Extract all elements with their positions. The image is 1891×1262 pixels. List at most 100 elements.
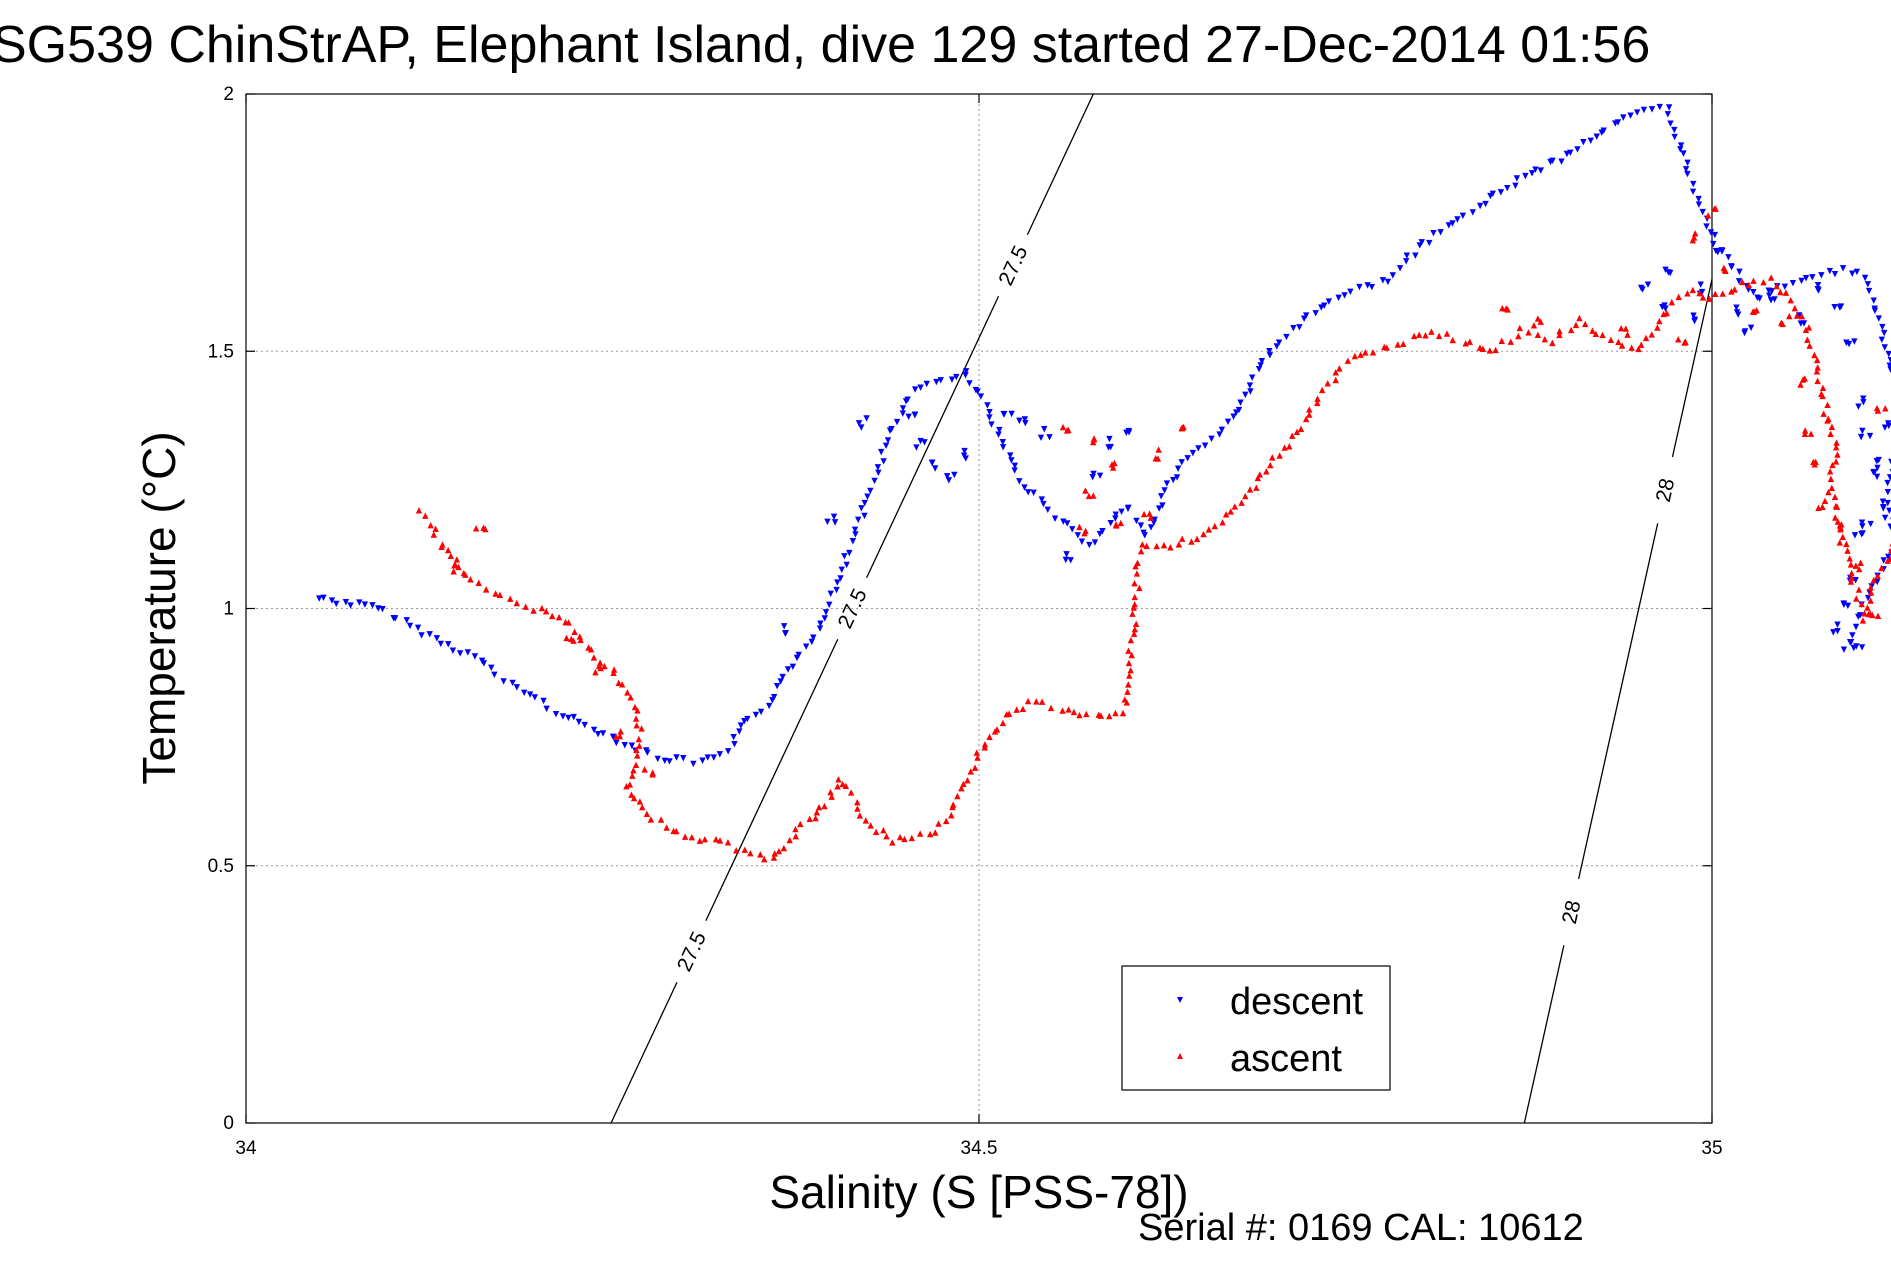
- descent-point-380: [921, 439, 928, 446]
- descent-point-439: [1714, 248, 1722, 256]
- ascent-point-160: [1130, 630, 1138, 637]
- descent-point-238: [1459, 212, 1467, 220]
- descent-point-223: [1379, 277, 1387, 284]
- ascent-point-387: [1140, 510, 1148, 518]
- descent-point-492: [1875, 456, 1882, 464]
- descent-point-464: [1857, 433, 1865, 441]
- ascent-point-397: [1689, 236, 1697, 244]
- descent-point-315: [1839, 265, 1847, 272]
- descent-point-372: [1852, 623, 1860, 631]
- ascent-point-32: [587, 646, 595, 653]
- descent-point-227: [1402, 258, 1410, 265]
- descent-point-203: [1258, 358, 1266, 365]
- ascent-point-362: [617, 728, 624, 735]
- ascent-point-124: [974, 754, 981, 761]
- descent-point-75: [773, 682, 781, 690]
- ascent-point-42: [631, 703, 639, 711]
- descent-point-37: [552, 711, 560, 718]
- ascent-point-155: [1127, 666, 1134, 674]
- ascent-point-420: [1819, 503, 1826, 510]
- descent-point-385: [931, 465, 939, 472]
- ascent-point-39: [618, 681, 626, 688]
- ascent-point-87: [812, 814, 819, 822]
- descent-point-353: [1881, 514, 1889, 522]
- ascent-point-209: [1318, 386, 1326, 394]
- descent-point-138: [996, 426, 1003, 434]
- descent-point-465: [1866, 432, 1874, 440]
- x-tick-label-0: 34: [235, 1138, 257, 1159]
- descent-point-490: [1858, 519, 1866, 526]
- ascent-point-135: [1019, 705, 1027, 712]
- ascent-point-289: [1802, 326, 1810, 334]
- ascent-point-61: [647, 816, 655, 823]
- descent-point-20: [445, 641, 452, 648]
- ascent-point-424: [1838, 521, 1845, 528]
- descent-point-403: [1063, 551, 1070, 558]
- descent-point-204: [1266, 352, 1274, 359]
- descent-point-49: [628, 742, 636, 749]
- ascent-point-273: [1719, 290, 1726, 297]
- descent-point-105: [864, 493, 871, 500]
- ascent-point-379: [1085, 492, 1093, 500]
- descent-point-144: [1011, 462, 1019, 470]
- descent-point-195: [1235, 406, 1243, 414]
- descent-point-236: [1449, 220, 1456, 227]
- ascent-point-125: [973, 749, 980, 756]
- descent-point-259: [1587, 137, 1594, 144]
- ascent-point-93: [834, 783, 841, 790]
- descent-point-256: [1567, 149, 1574, 157]
- descent-point-368: [1864, 594, 1872, 602]
- descent-point-430: [1662, 266, 1669, 274]
- descent-point-285: [1695, 201, 1703, 208]
- descent-point-152: [1044, 506, 1051, 514]
- descent-point-440: [1733, 304, 1740, 311]
- descent-point-133: [977, 393, 985, 400]
- ascent-point-133: [1005, 710, 1013, 717]
- ascent-point-122: [967, 768, 974, 775]
- ascent-point-292: [1811, 351, 1818, 359]
- ascent-point-146: [1097, 712, 1105, 719]
- ascent-point-300: [1824, 401, 1831, 409]
- descent-point-283: [1689, 188, 1697, 195]
- ascent-point-196: [1267, 461, 1274, 469]
- ascent-point-352: [472, 525, 480, 532]
- ascent-point-44: [632, 715, 640, 722]
- y-tick-label-1: 0.5: [208, 856, 234, 877]
- descent-point-46: [609, 733, 617, 740]
- descent-point-400: [1037, 434, 1045, 441]
- ascent-point-443: [1624, 331, 1631, 338]
- ascent-point-247: [1572, 321, 1580, 329]
- ascent-point-104: [880, 826, 887, 834]
- descent-point-234: [1437, 229, 1444, 236]
- ascent-point-400: [1704, 212, 1712, 219]
- ascent-point-12: [462, 571, 469, 578]
- descent-point-85: [816, 625, 824, 632]
- descent-point-65: [730, 734, 737, 741]
- descent-point-22: [456, 650, 464, 657]
- descent-point-60: [704, 754, 711, 761]
- descent-point-24: [471, 653, 479, 660]
- ascent-point-73: [733, 847, 740, 854]
- ascent-point-333: [1861, 610, 1868, 617]
- ascent-point-198: [1276, 452, 1283, 459]
- ascent-point-279: [1760, 279, 1767, 286]
- descent-point-361: [1884, 553, 1891, 561]
- descent-point-472: [1880, 505, 1887, 512]
- ascent-point-85: [797, 820, 804, 828]
- ascent-point-269: [1696, 289, 1703, 297]
- legend-label-descent: descent: [1230, 981, 1364, 1023]
- descent-point-79: [789, 663, 797, 670]
- ascent-point-358: [570, 637, 577, 644]
- ascent-point-328: [1848, 574, 1855, 582]
- ascent-point-54: [626, 781, 634, 788]
- ascent-point-102: [867, 822, 874, 829]
- descent-point-291: [1710, 240, 1717, 248]
- descent-point-251: [1537, 167, 1545, 174]
- ascent-point-99: [854, 805, 861, 812]
- ascent-point-318: [1832, 514, 1839, 521]
- ascent-point-38: [615, 679, 622, 687]
- descent-point-313: [1826, 267, 1834, 275]
- descent-point-282: [1690, 180, 1697, 188]
- descent-point-92: [834, 579, 841, 586]
- descent-point-108: [875, 469, 882, 477]
